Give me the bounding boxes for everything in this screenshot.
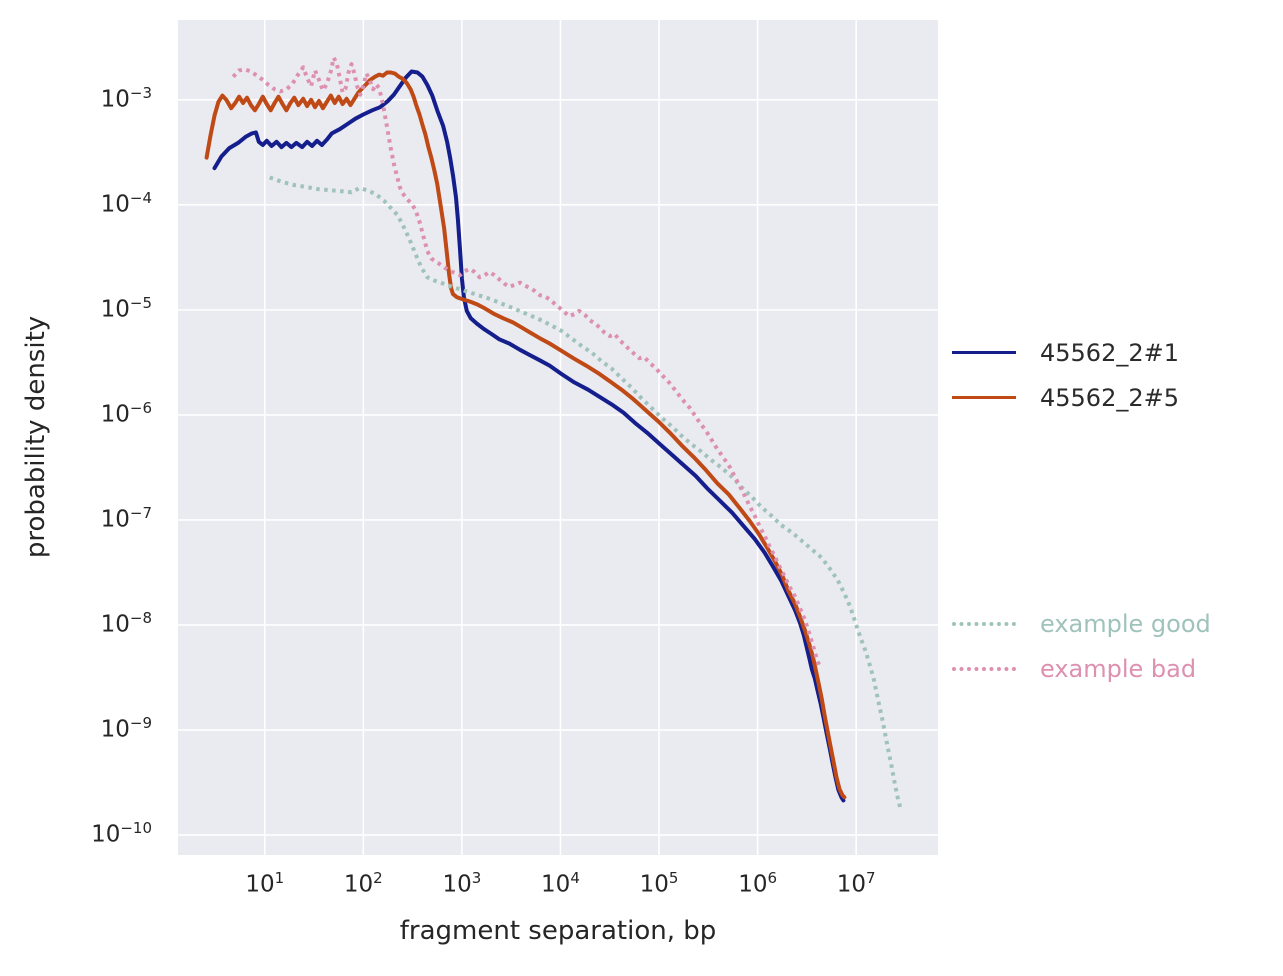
y-tick-label: 10−6 bbox=[100, 398, 152, 428]
y-tick-label: 10−5 bbox=[100, 293, 152, 323]
y-tick-label: 10−9 bbox=[100, 714, 152, 743]
legend-label: example bad bbox=[1040, 654, 1197, 683]
legend-dotted-line-swatch bbox=[952, 621, 1016, 626]
legend-label: 45562_2#1 bbox=[1040, 338, 1179, 367]
legend-label: example good bbox=[1040, 609, 1211, 638]
series-line-example-good bbox=[269, 175, 903, 810]
x-axis-label: fragment separation, bp bbox=[399, 916, 717, 946]
legend-item: 45562_2#1 bbox=[952, 330, 1179, 375]
x-tick-label: 105 bbox=[639, 869, 679, 898]
series-line-45562-2-1 bbox=[212, 69, 846, 803]
legend-line-swatch bbox=[952, 396, 1016, 399]
x-tick-label: 107 bbox=[836, 869, 876, 898]
x-tick-label: 102 bbox=[343, 869, 383, 898]
plot-area bbox=[178, 20, 938, 855]
series-line-45562-2-5 bbox=[204, 70, 847, 800]
legend-label: 45562_2#5 bbox=[1040, 383, 1179, 412]
legend-examples: example good example bad bbox=[952, 601, 1211, 691]
legend-item: 45562_2#5 bbox=[952, 375, 1179, 420]
x-tick-label: 103 bbox=[442, 869, 482, 898]
y-tick-label: 10−7 bbox=[100, 503, 152, 533]
x-tick-label: 106 bbox=[738, 869, 778, 898]
legend-dotted-line-swatch bbox=[952, 666, 1016, 671]
y-tick-label: 10−3 bbox=[100, 83, 152, 113]
x-tick-label: 101 bbox=[245, 869, 285, 898]
y-tick-label: 10−8 bbox=[100, 608, 152, 638]
series-line-example-bad bbox=[231, 55, 822, 667]
legend-line-swatch bbox=[952, 351, 1016, 354]
y-tick-label: 10−10 bbox=[91, 819, 152, 848]
y-axis-label: probability density bbox=[21, 315, 51, 559]
legend-item: example bad bbox=[952, 646, 1211, 691]
legend-item: example good bbox=[952, 601, 1211, 646]
legend-samples: 45562_2#1 45562_2#5 bbox=[952, 330, 1179, 420]
y-tick-label: 10−4 bbox=[100, 188, 152, 218]
x-tick-label: 104 bbox=[541, 869, 580, 898]
